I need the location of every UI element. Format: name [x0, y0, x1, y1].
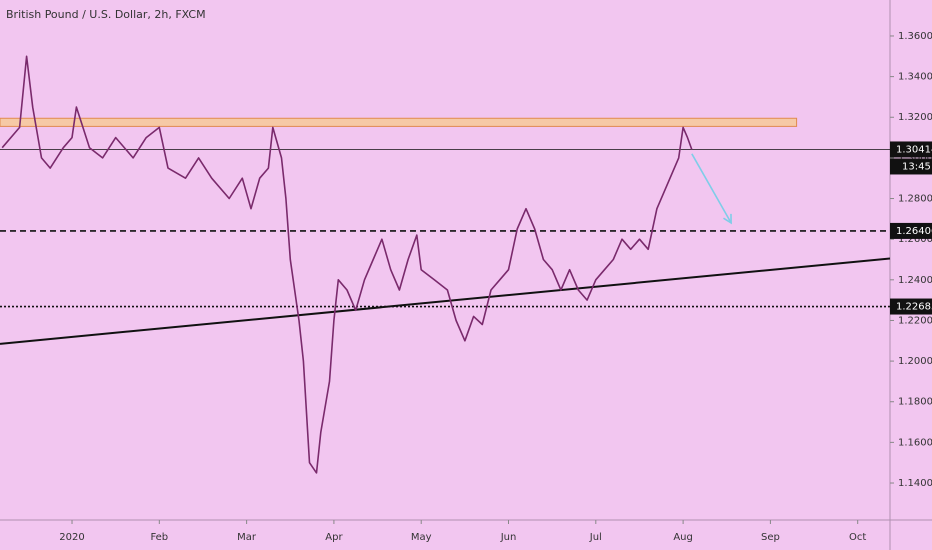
- countdown-badge: [890, 158, 932, 175]
- y-tick-label: 1.34000: [898, 72, 932, 83]
- chart-title: British Pound / U.S. Dollar, 2h, FXCM: [6, 8, 206, 21]
- price-badge-label: 1.30414: [896, 144, 932, 155]
- y-tick-label: 1.20000: [898, 356, 932, 367]
- price-badge: [890, 141, 932, 158]
- y-tick-label: 1.24000: [898, 275, 932, 286]
- x-tick-label: Jul: [589, 532, 602, 543]
- y-tick-label: 1.16000: [898, 437, 932, 448]
- trendline: [0, 257, 891, 345]
- y-tick-label: 1.30000: [898, 153, 932, 164]
- countdown-label: 13:45: [902, 161, 931, 172]
- x-tick-label: Oct: [849, 532, 866, 543]
- y-tick-label: 1.36000: [898, 31, 932, 42]
- x-tick-label: Feb: [150, 532, 168, 543]
- x-tick-label: May: [411, 532, 432, 543]
- y-tick-label: 1.26000: [898, 234, 932, 245]
- y-tick-label: 1.32000: [898, 112, 932, 123]
- x-tick-label: Jun: [500, 532, 517, 543]
- x-tick-label: Mar: [237, 532, 257, 543]
- x-tick-label: Apr: [325, 532, 343, 543]
- x-tick-label: 2020: [59, 532, 84, 543]
- y-tick-label: 1.28000: [898, 194, 932, 205]
- x-tick-label: Aug: [673, 532, 693, 543]
- y-tick-label: 1.22000: [898, 315, 932, 326]
- price-badge-label: 1.26406: [896, 226, 932, 237]
- price-line: [1, 55, 693, 474]
- price-badge: [890, 298, 932, 315]
- y-tick-label: 1.18000: [898, 397, 932, 408]
- price-badge: [890, 222, 932, 239]
- price-badge-label: 1.22685: [896, 302, 932, 313]
- forecast-arrow: [691, 153, 732, 224]
- y-tick-label: 1.14000: [898, 478, 932, 489]
- x-tick-label: Sep: [761, 532, 780, 543]
- arrow-head: [723, 213, 732, 225]
- resistance-zone: [0, 117, 798, 127]
